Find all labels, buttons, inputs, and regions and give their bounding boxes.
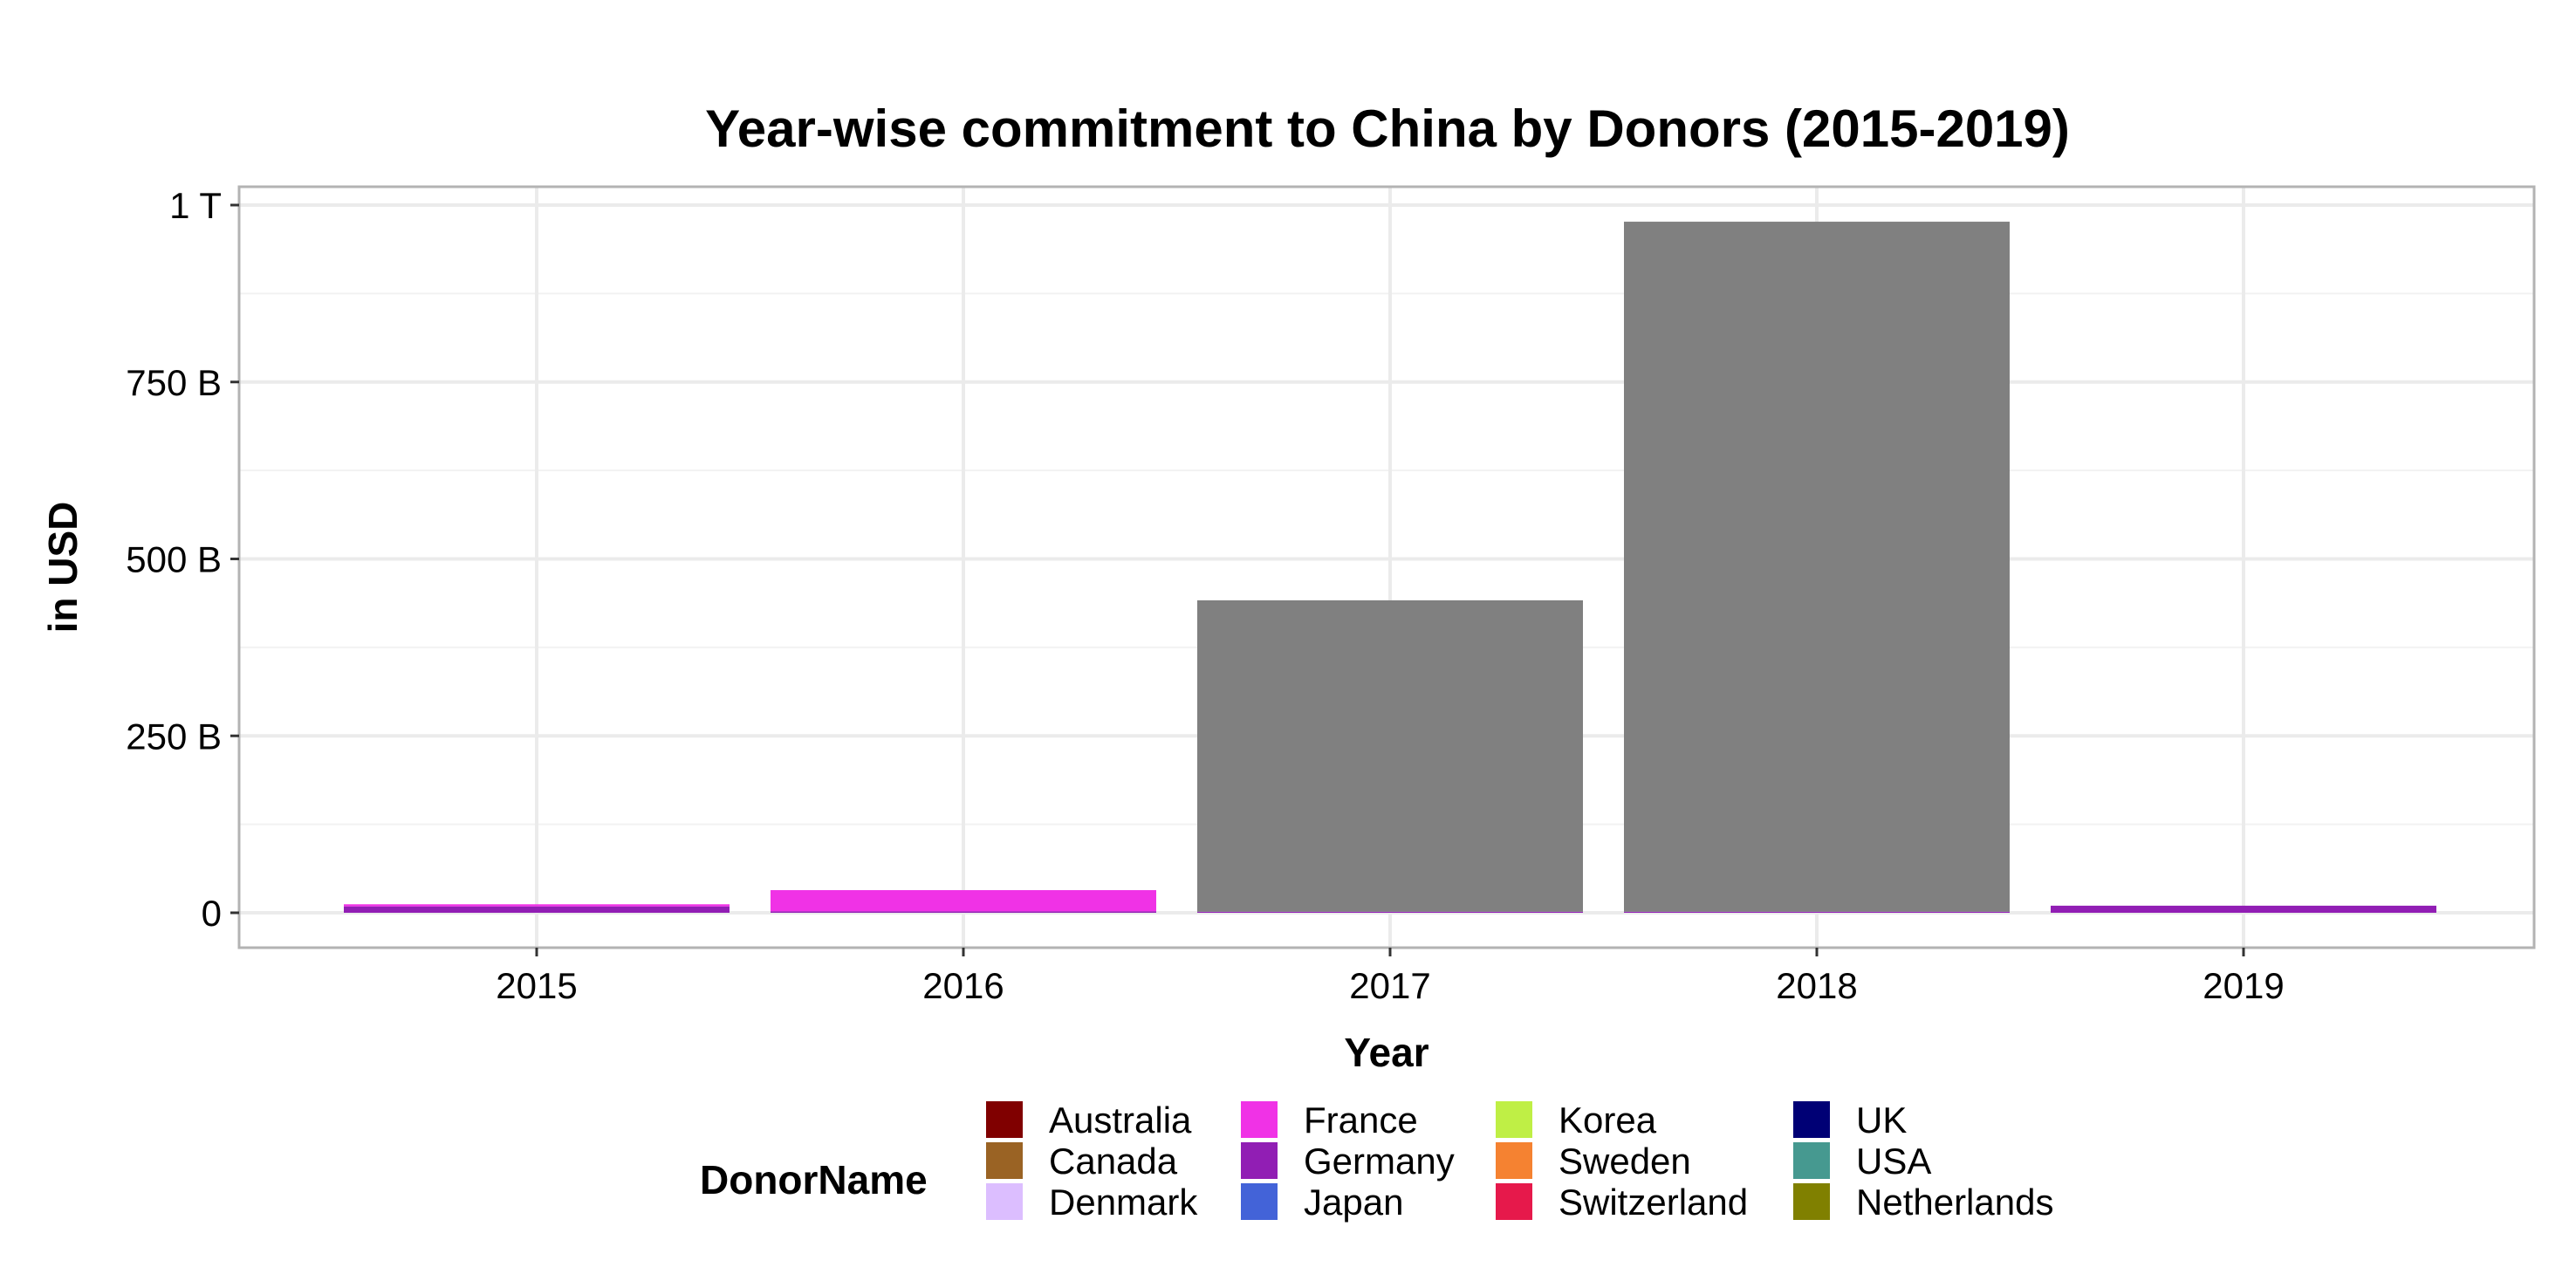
chart-title: Year-wise commitment to China by Donors … <box>705 99 2070 158</box>
legend-key-germany <box>1241 1142 1278 1179</box>
x-axis-title: Year <box>1344 1030 1428 1075</box>
legend-label-sweden: Sweden <box>1559 1141 1691 1182</box>
x-tick-label: 2016 <box>922 965 1004 1006</box>
y-tick-label: 500 B <box>126 539 222 580</box>
legend-label-japan: Japan <box>1304 1182 1403 1223</box>
legend-title: DonorName <box>700 1157 928 1202</box>
legend-label-germany: Germany <box>1304 1141 1455 1182</box>
y-tick-label: 250 B <box>126 716 222 757</box>
bar-2017-segment-1 <box>1197 599 1583 912</box>
bar-2018-segment-germany <box>1624 911 2010 913</box>
axes-group: 0 250 B 500 B 750 B 1 T 2015 2016 2017 2018 2019 <box>126 185 2284 1006</box>
legend-label-australia: Australia <box>1049 1100 1192 1141</box>
x-tick-label: 2015 <box>496 965 577 1006</box>
y-tick-label: 1 T <box>169 185 222 226</box>
legend-key-korea <box>1496 1101 1532 1138</box>
legend-label-canada: Canada <box>1049 1141 1178 1182</box>
legend-key-switzerland <box>1496 1183 1532 1220</box>
legend-label-switzerland: Switzerland <box>1559 1182 1748 1223</box>
legend-label-uk: UK <box>1856 1100 1907 1141</box>
bar-2015-segment-france <box>344 904 730 907</box>
y-axis-title: in USD <box>40 502 86 634</box>
panel-border <box>237 185 2536 949</box>
x-tick-label: 2017 <box>1349 965 1430 1006</box>
legend-key-denmark <box>986 1183 1023 1220</box>
legend-key-france <box>1241 1101 1278 1138</box>
x-tick-label: 2019 <box>2203 965 2284 1006</box>
y-tick-label: 0 <box>202 893 222 934</box>
legend-key-canada <box>986 1142 1023 1179</box>
legend-key-uk <box>1793 1101 1830 1138</box>
bar-2016-segment-germany <box>771 911 1156 913</box>
legend-key-netherlands <box>1793 1183 1830 1220</box>
legend-label-usa: USA <box>1856 1141 1931 1182</box>
legend-label-denmark: Denmark <box>1049 1182 1198 1223</box>
legend-key-japan <box>1241 1183 1278 1220</box>
legend-key-australia <box>986 1101 1023 1138</box>
bar-2019-segment-germany <box>2051 905 2436 913</box>
legend-key-sweden <box>1496 1142 1532 1179</box>
bar-2018-segment-1 <box>1624 222 2010 912</box>
x-tick-label: 2018 <box>1776 965 1857 1006</box>
bar-2015-segment-germany <box>344 906 730 913</box>
bar-2017-segment-germany <box>1197 911 1583 913</box>
bar-2016-segment-france <box>771 890 1156 912</box>
bars-group <box>344 222 2436 913</box>
legend-label-netherlands: Netherlands <box>1856 1182 2053 1223</box>
legend-label-korea: Korea <box>1559 1100 1657 1141</box>
legend-label-france: France <box>1304 1100 1418 1141</box>
y-tick-label: 750 B <box>126 362 222 403</box>
legend-key-usa <box>1793 1142 1830 1179</box>
